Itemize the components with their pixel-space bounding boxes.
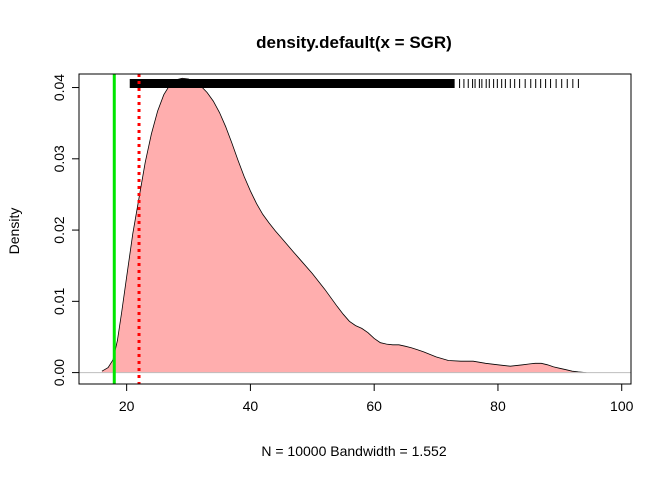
y-tick-label: 0.02 — [51, 216, 67, 243]
x-tick-label: 100 — [610, 398, 634, 414]
x-axis-label: N = 10000 Bandwidth = 1.552 — [261, 443, 446, 459]
y-axis-label: Density — [6, 208, 22, 255]
x-tick-label: 20 — [119, 398, 135, 414]
chart-title: density.default(x = SGR) — [256, 33, 452, 52]
density-curve — [101, 77, 587, 373]
x-tick-label: 80 — [490, 398, 506, 414]
y-tick-label: 0.00 — [51, 359, 67, 386]
y-tick-label: 0.03 — [51, 145, 67, 172]
density-area-fill — [101, 78, 587, 373]
rug-dense-band — [129, 79, 455, 88]
x-tick-label: 60 — [366, 398, 382, 414]
y-tick-label: 0.01 — [51, 287, 67, 314]
y-tick-label: 0.04 — [51, 74, 67, 101]
x-tick-label: 40 — [243, 398, 259, 414]
plot-area: 20 40 60 80 100 0.00 0.01 0.02 0.03 0.04 — [51, 73, 634, 414]
